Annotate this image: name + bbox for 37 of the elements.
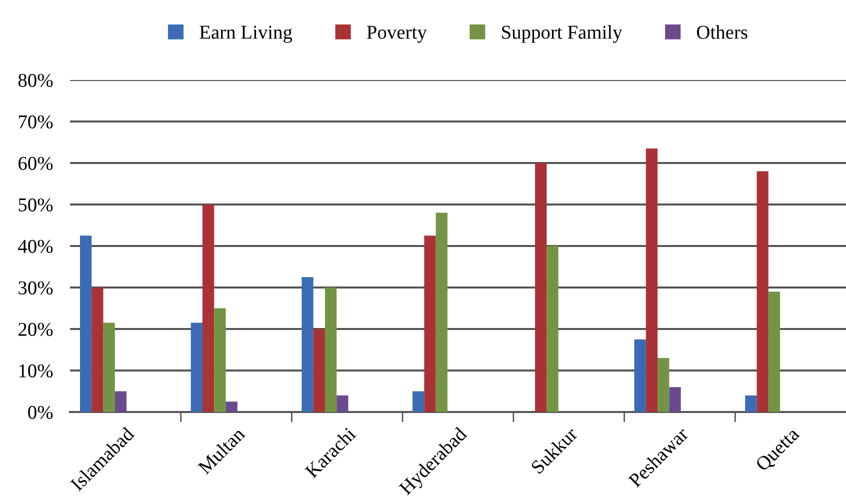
bar — [768, 292, 780, 412]
bar — [202, 204, 214, 412]
y-tick-label: 30% — [18, 281, 53, 294]
legend-label: Others — [696, 25, 748, 39]
y-tick-label: 20% — [18, 322, 53, 336]
bar — [412, 391, 424, 412]
y-tick-label: 80% — [18, 74, 53, 87]
y-tick-label: 60% — [18, 156, 53, 170]
bar — [324, 288, 337, 412]
bar — [646, 148, 658, 412]
bar — [756, 171, 768, 412]
y-tick-label: 40% — [18, 240, 53, 253]
bar — [669, 387, 681, 412]
y-tick-label: 50% — [18, 198, 53, 212]
bar — [226, 402, 238, 412]
bar — [658, 358, 670, 412]
bar — [424, 236, 436, 412]
y-tick-label: 0% — [28, 406, 53, 419]
bar — [634, 339, 646, 412]
bar — [190, 322, 202, 412]
bar — [745, 395, 757, 412]
y-tick-label: 70% — [18, 115, 53, 128]
bar — [313, 329, 325, 412]
legend-label: Earn Living — [200, 26, 292, 43]
bar — [214, 308, 226, 412]
bar — [336, 395, 348, 412]
legend-label: Poverty — [366, 26, 427, 43]
bar — [92, 288, 104, 412]
bar — [114, 391, 127, 412]
bar — [546, 246, 558, 412]
bar — [436, 212, 448, 412]
bar — [80, 236, 92, 412]
bar — [302, 277, 314, 412]
y-tick-label: 10% — [19, 364, 53, 378]
bar — [535, 163, 547, 412]
legend-label: Support Family — [502, 25, 622, 43]
bar — [103, 322, 115, 412]
